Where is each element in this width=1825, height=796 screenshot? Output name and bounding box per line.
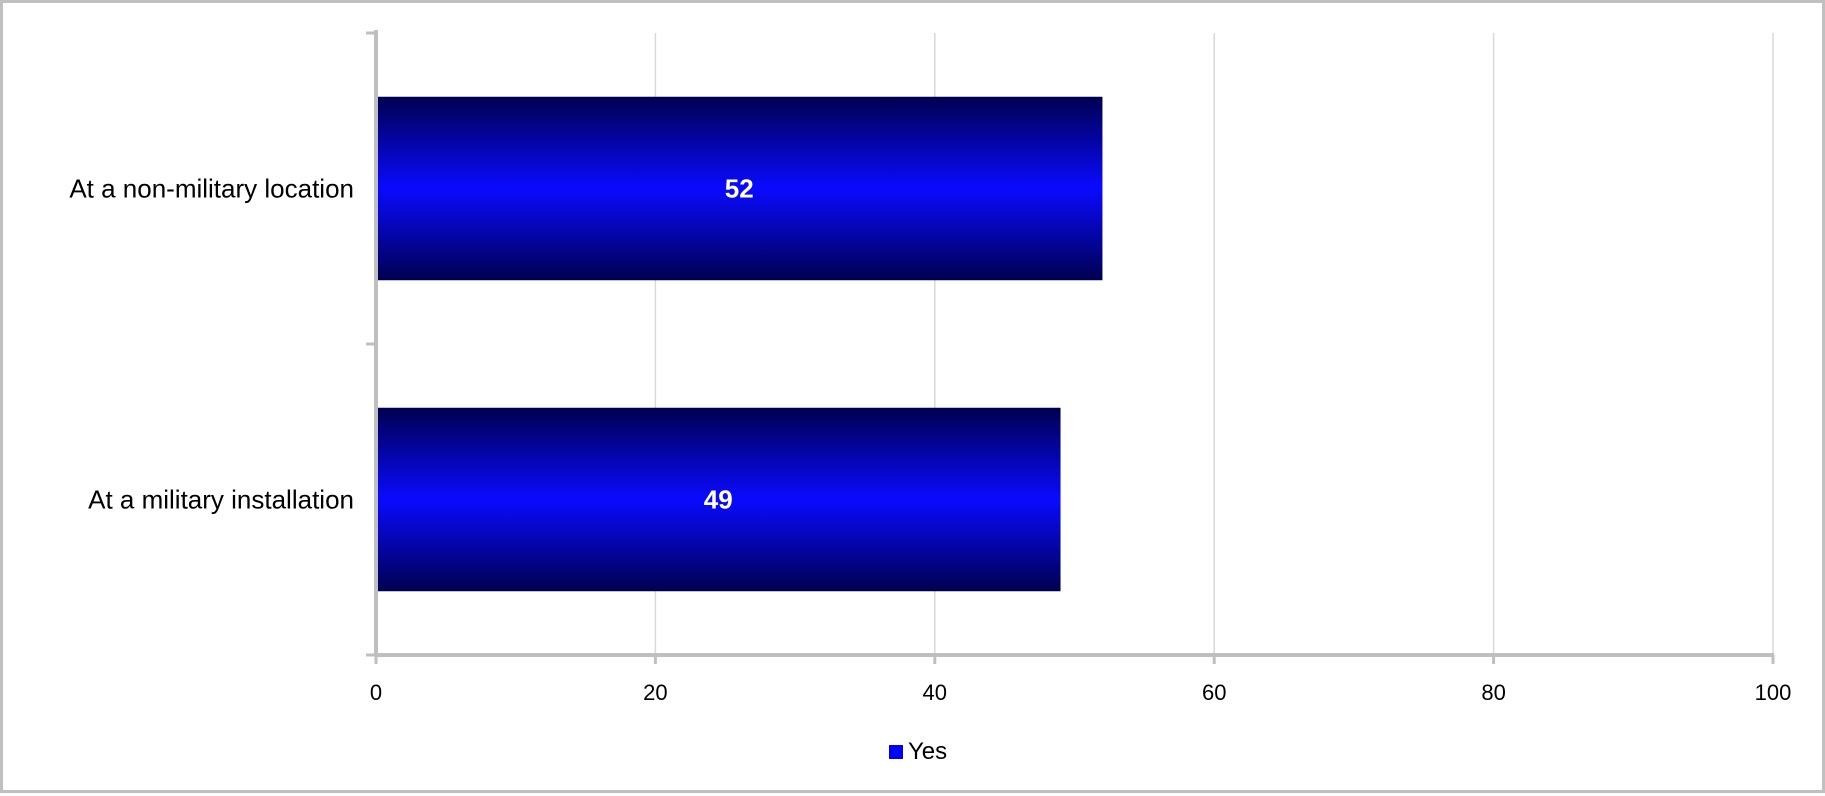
x-tick-label: 40 [923,680,947,705]
x-tick-label: 80 [1481,680,1505,705]
axes [366,30,1775,664]
data-label: 49 [704,485,733,515]
bar-chart: 0 20 40 60 80 100 At a non-military location 52… [69,30,1791,765]
bar [377,96,1103,281]
x-tick-label: 20 [643,680,667,705]
category-label: At a military installation [88,485,354,515]
labels: 0 20 40 60 80 100 At a non-military location 52… [69,174,1791,706]
bar [377,407,1061,592]
legend: Yes [889,738,947,765]
x-tick-label: 60 [1202,680,1226,705]
data-label: 52 [725,174,754,204]
x-tick-label: 100 [1755,680,1792,705]
x-tick-label: 0 [370,680,382,705]
bars [377,96,1103,592]
legend-label: Yes [908,738,947,765]
legend-swatch [889,745,903,759]
category-label: At a non-military location [69,174,354,204]
